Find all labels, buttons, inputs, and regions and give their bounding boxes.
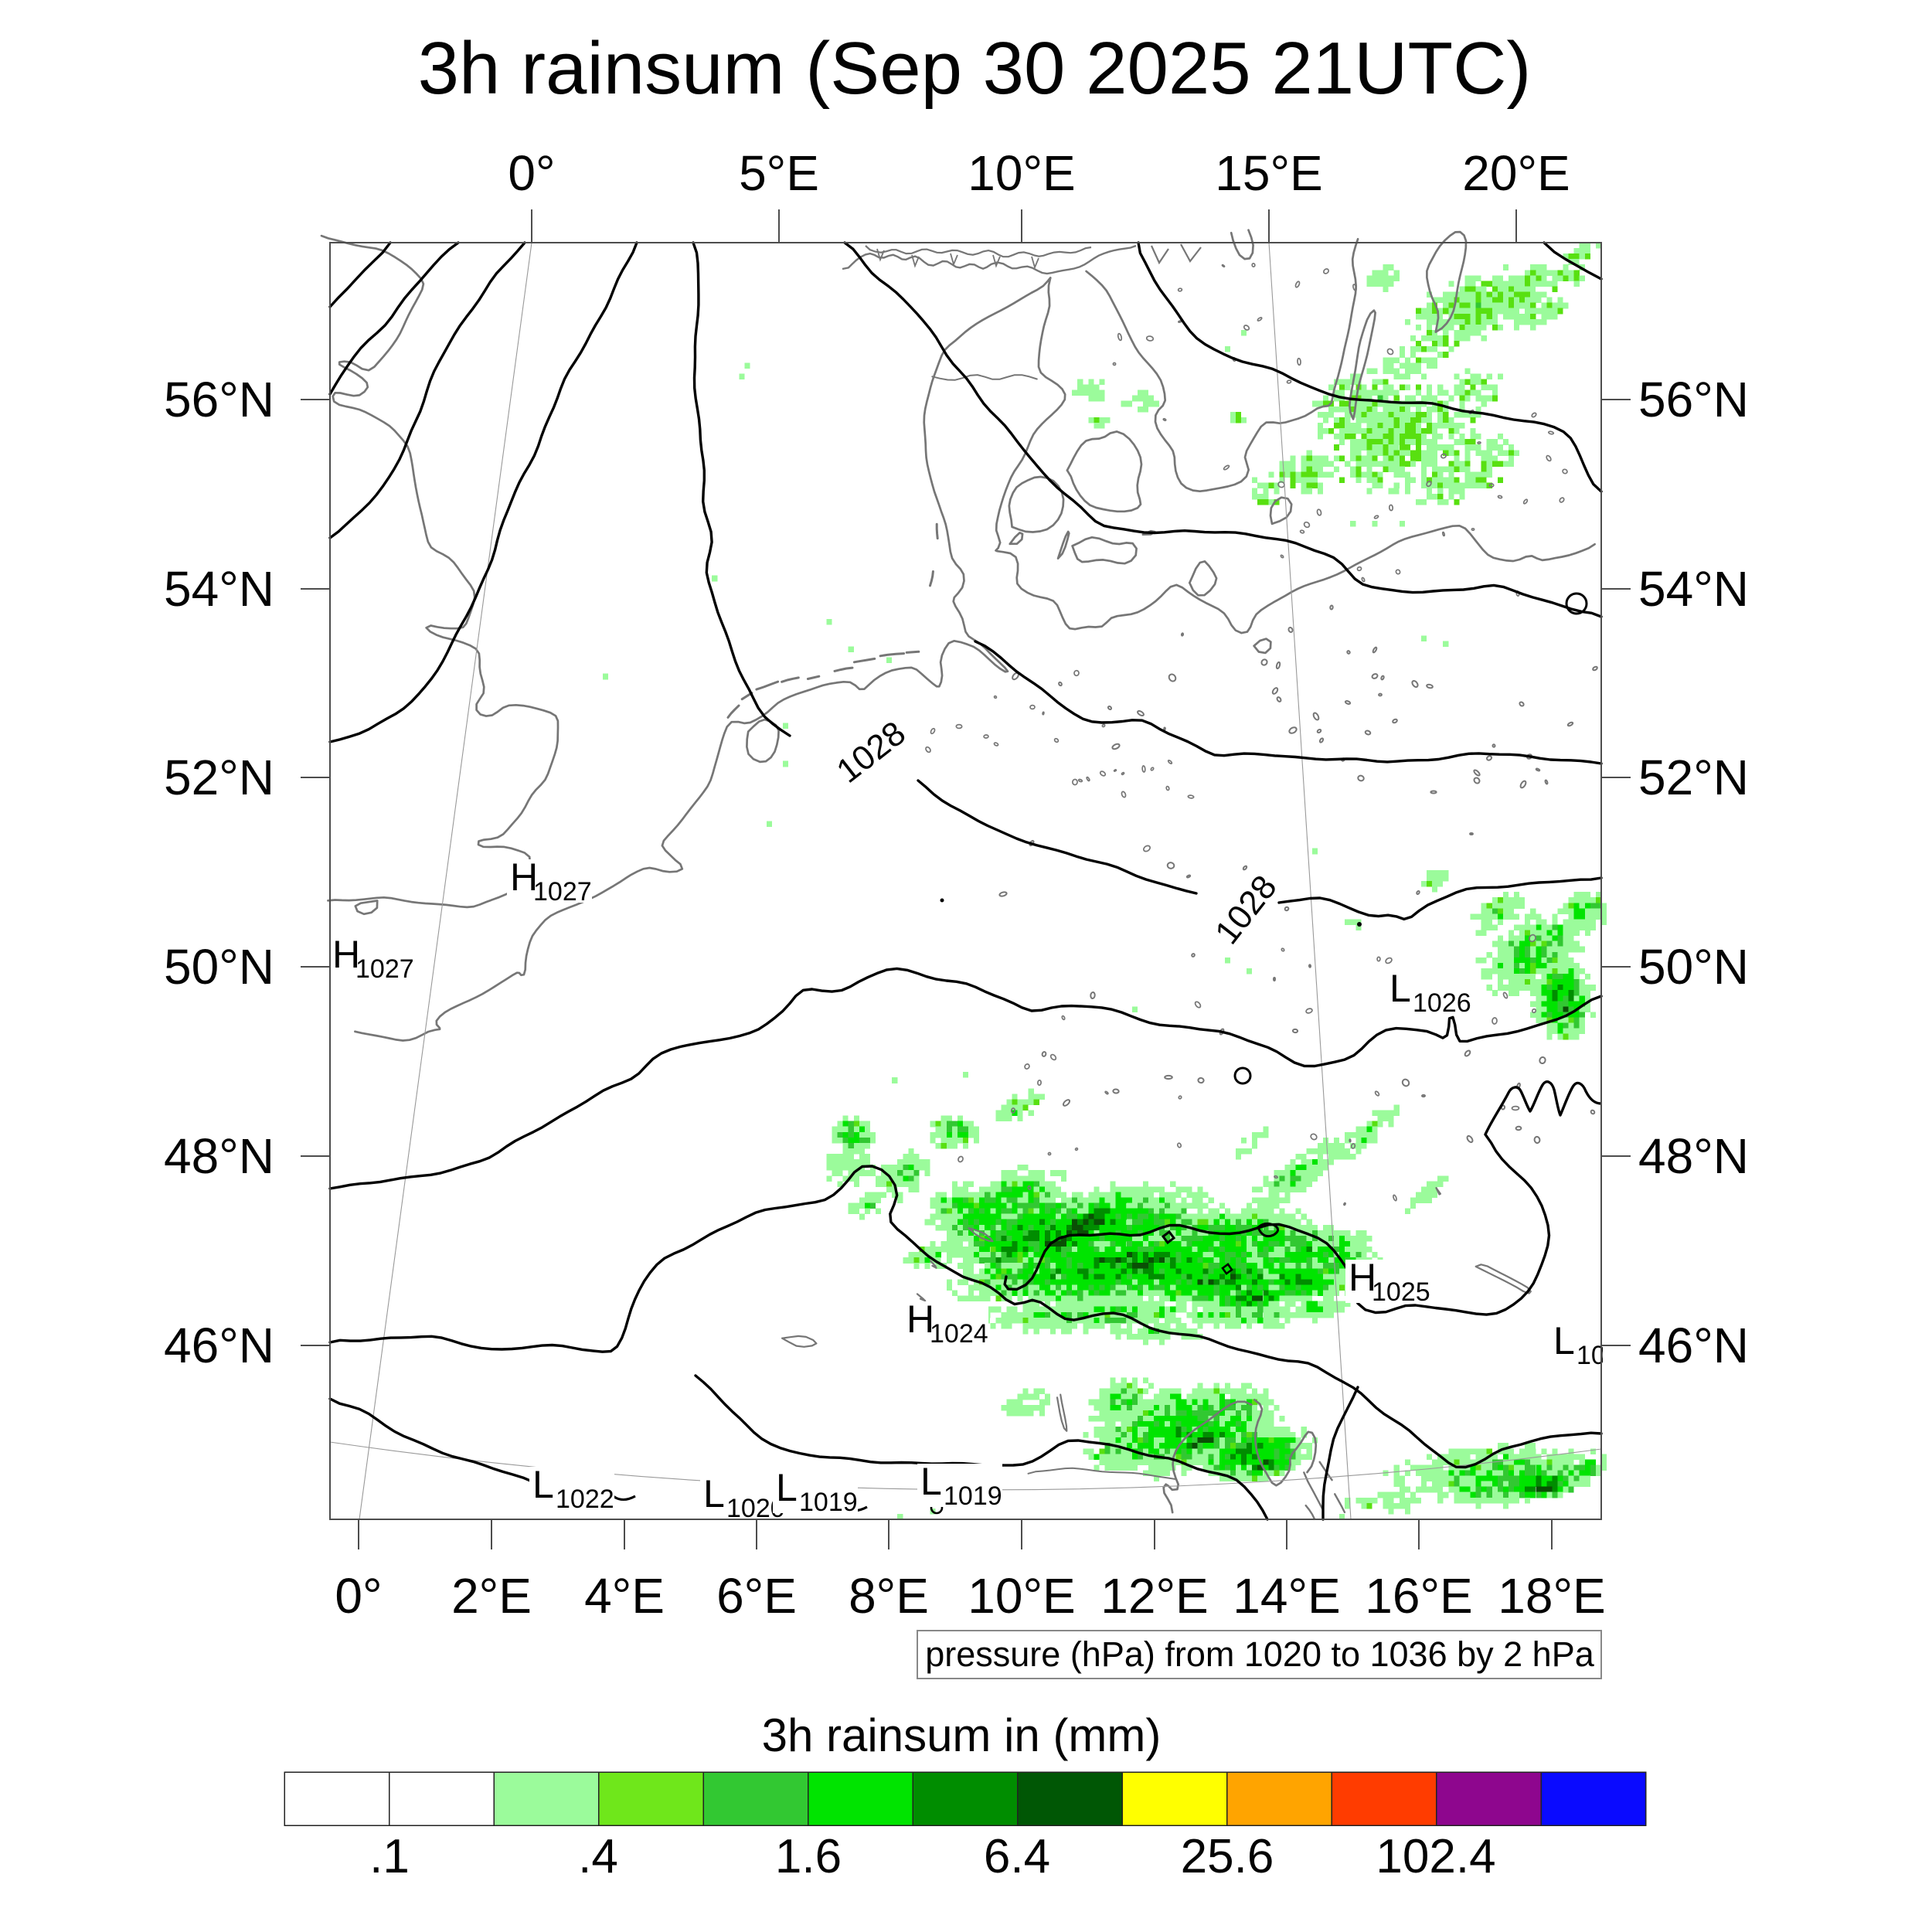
svg-text:L: L bbox=[920, 1460, 942, 1503]
svg-text:H: H bbox=[906, 1298, 934, 1341]
svg-text:56°N: 56°N bbox=[1638, 372, 1749, 427]
svg-text:1027: 1027 bbox=[355, 954, 414, 984]
svg-text:L: L bbox=[703, 1472, 725, 1515]
svg-text:1024: 1024 bbox=[930, 1319, 988, 1349]
svg-text:L: L bbox=[532, 1463, 554, 1506]
svg-text:15°E: 15°E bbox=[1215, 145, 1322, 201]
svg-text:0°: 0° bbox=[508, 145, 555, 201]
svg-text:1022: 1022 bbox=[556, 1485, 614, 1514]
svg-text:H: H bbox=[510, 855, 538, 899]
svg-text:1025: 1025 bbox=[1372, 1277, 1430, 1307]
svg-text:16°E: 16°E bbox=[1365, 1568, 1472, 1624]
svg-text:50°N: 50°N bbox=[164, 939, 274, 995]
svg-text:L: L bbox=[1553, 1319, 1575, 1362]
svg-text:48°N: 48°N bbox=[164, 1128, 274, 1184]
svg-text:102.4: 102.4 bbox=[1376, 1830, 1495, 1883]
svg-text:8°E: 8°E bbox=[849, 1568, 929, 1624]
svg-text:46°N: 46°N bbox=[1638, 1318, 1749, 1373]
svg-text:14°E: 14°E bbox=[1233, 1568, 1340, 1624]
svg-text:54°N: 54°N bbox=[164, 561, 274, 617]
svg-text:3h rainsum in (mm): 3h rainsum in (mm) bbox=[762, 1709, 1162, 1761]
svg-text:50°N: 50°N bbox=[1638, 939, 1749, 995]
svg-text:pressure (hPa) from 1020 to 10: pressure (hPa) from 1020 to 1036 by 2 hP… bbox=[925, 1634, 1594, 1674]
svg-text:54°N: 54°N bbox=[1638, 561, 1749, 617]
svg-text:1027: 1027 bbox=[533, 877, 592, 906]
svg-text:1019: 1019 bbox=[944, 1481, 1002, 1511]
svg-text:5°E: 5°E bbox=[739, 145, 819, 201]
svg-text:12°E: 12°E bbox=[1100, 1568, 1208, 1624]
svg-text:25.6: 25.6 bbox=[1181, 1830, 1274, 1883]
svg-text:48°N: 48°N bbox=[1638, 1128, 1749, 1184]
svg-text:6.4: 6.4 bbox=[984, 1830, 1050, 1883]
svg-text:52°N: 52°N bbox=[1638, 750, 1749, 805]
svg-text:10°E: 10°E bbox=[968, 145, 1075, 201]
svg-text:46°N: 46°N bbox=[164, 1318, 274, 1373]
svg-text:H: H bbox=[1349, 1256, 1376, 1299]
svg-text:1024: 1024 bbox=[1577, 1341, 1635, 1370]
svg-text:10°E: 10°E bbox=[968, 1568, 1075, 1624]
svg-text:.1: .1 bbox=[369, 1830, 410, 1883]
svg-text:2°E: 2°E bbox=[451, 1568, 532, 1624]
svg-text:4°E: 4°E bbox=[584, 1568, 665, 1624]
svg-text:3h rainsum (Sep 30 2025 21UTC): 3h rainsum (Sep 30 2025 21UTC) bbox=[418, 27, 1532, 110]
svg-text:52°N: 52°N bbox=[164, 750, 274, 805]
svg-text:1019: 1019 bbox=[799, 1488, 858, 1517]
svg-text:L: L bbox=[776, 1466, 798, 1509]
svg-text:H: H bbox=[332, 933, 360, 976]
svg-text:L: L bbox=[1389, 967, 1411, 1010]
svg-text:.4: .4 bbox=[578, 1830, 618, 1883]
svg-text:56°N: 56°N bbox=[164, 372, 274, 427]
svg-text:18°E: 18°E bbox=[1498, 1568, 1605, 1624]
svg-text:1.6: 1.6 bbox=[775, 1830, 842, 1883]
svg-text:0°: 0° bbox=[335, 1568, 382, 1624]
svg-text:6°E: 6°E bbox=[716, 1568, 797, 1624]
svg-text:1026: 1026 bbox=[1413, 988, 1471, 1018]
svg-text:20°E: 20°E bbox=[1462, 145, 1570, 201]
